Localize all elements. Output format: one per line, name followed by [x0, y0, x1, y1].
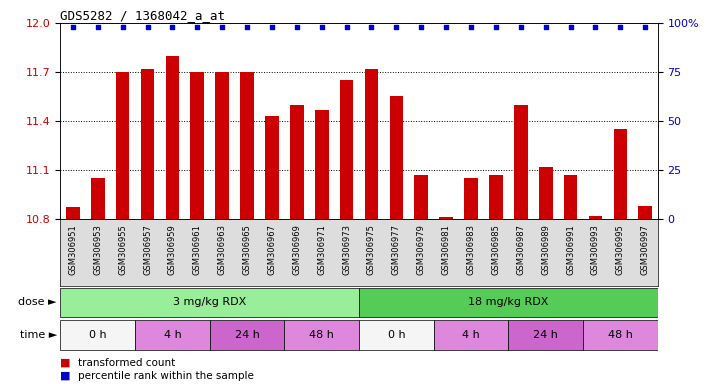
Point [67, 24, 78, 30]
Text: 24 h: 24 h [235, 330, 260, 340]
Text: 4 h: 4 h [164, 330, 181, 340]
Bar [191, 72, 204, 219]
Bar [210, 320, 284, 350]
Point [266, 24, 277, 30]
Bar [116, 72, 129, 219]
Text: 18 mg/kg RDX: 18 mg/kg RDX [468, 297, 549, 308]
Bar [638, 206, 652, 219]
Text: percentile rank within the sample: percentile rank within the sample [78, 371, 254, 381]
Text: GSM306963: GSM306963 [218, 224, 227, 275]
Text: 48 h: 48 h [608, 330, 633, 340]
Bar [60, 320, 135, 350]
Bar [340, 80, 353, 219]
Bar [141, 69, 154, 219]
Text: GSM306969: GSM306969 [292, 224, 301, 275]
Bar [390, 96, 403, 219]
Text: GSM306975: GSM306975 [367, 224, 376, 275]
Text: GDS5282 / 1368042_a_at: GDS5282 / 1368042_a_at [60, 9, 225, 22]
Text: GSM306995: GSM306995 [616, 224, 625, 275]
Bar [564, 175, 577, 219]
Bar [240, 72, 254, 219]
Bar [359, 288, 658, 317]
Point [341, 24, 352, 30]
Text: 4 h: 4 h [462, 330, 480, 340]
Text: GSM306951: GSM306951 [68, 224, 77, 275]
Text: GSM306973: GSM306973 [342, 224, 351, 275]
Text: transformed count: transformed count [78, 358, 176, 368]
Text: GSM306953: GSM306953 [93, 224, 102, 275]
Text: GSM306979: GSM306979 [417, 224, 426, 275]
Bar [614, 129, 627, 219]
Text: GSM306961: GSM306961 [193, 224, 202, 275]
Bar [166, 56, 179, 219]
Text: ■: ■ [60, 358, 75, 368]
Point [365, 24, 377, 30]
Bar [415, 175, 428, 219]
Bar [489, 175, 503, 219]
Text: GSM306987: GSM306987 [516, 224, 525, 275]
Point [565, 24, 576, 30]
Text: 3 mg/kg RDX: 3 mg/kg RDX [173, 297, 247, 308]
Point [216, 24, 228, 30]
Bar [464, 178, 478, 219]
Text: GSM306991: GSM306991 [566, 224, 575, 275]
Text: GSM306989: GSM306989 [541, 224, 550, 275]
Text: GSM306983: GSM306983 [466, 224, 476, 275]
Point [191, 24, 203, 30]
Text: GSM306997: GSM306997 [641, 224, 650, 275]
Bar [439, 217, 453, 219]
Bar [91, 178, 105, 219]
Text: GSM306955: GSM306955 [118, 224, 127, 275]
Text: GSM306965: GSM306965 [242, 224, 252, 275]
Point [415, 24, 427, 30]
Text: 0 h: 0 h [387, 330, 405, 340]
Point [589, 24, 601, 30]
Text: ■: ■ [60, 371, 75, 381]
Text: dose ►: dose ► [18, 297, 57, 308]
Point [515, 24, 526, 30]
Point [391, 24, 402, 30]
Point [292, 24, 303, 30]
Point [92, 24, 104, 30]
Bar [290, 105, 304, 219]
Text: 0 h: 0 h [89, 330, 107, 340]
Point [614, 24, 626, 30]
Point [639, 24, 651, 30]
Text: GSM306957: GSM306957 [143, 224, 152, 275]
Bar [359, 320, 434, 350]
Bar [514, 105, 528, 219]
Bar [60, 288, 359, 317]
Point [540, 24, 551, 30]
Text: GSM306993: GSM306993 [591, 224, 600, 275]
Bar [284, 320, 359, 350]
Text: GSM306977: GSM306977 [392, 224, 401, 275]
Point [141, 24, 154, 30]
Bar [365, 69, 378, 219]
Text: 48 h: 48 h [309, 330, 334, 340]
Point [117, 24, 128, 30]
Text: GSM306985: GSM306985 [491, 224, 501, 275]
Bar [508, 320, 583, 350]
Text: GSM306971: GSM306971 [317, 224, 326, 275]
Bar [434, 320, 508, 350]
Bar [215, 72, 229, 219]
Point [465, 24, 476, 30]
Point [316, 24, 327, 30]
Text: time ►: time ► [20, 330, 57, 340]
Text: GSM306981: GSM306981 [442, 224, 451, 275]
Bar [66, 207, 80, 219]
Text: GSM306967: GSM306967 [267, 224, 277, 275]
Point [490, 24, 501, 30]
Bar [135, 320, 210, 350]
Text: GSM306959: GSM306959 [168, 224, 177, 275]
Point [440, 24, 452, 30]
Bar [315, 109, 328, 219]
Point [241, 24, 253, 30]
Text: 24 h: 24 h [533, 330, 558, 340]
Point [166, 24, 178, 30]
Bar [589, 216, 602, 219]
Bar [539, 167, 552, 219]
Bar [265, 116, 279, 219]
Bar [583, 320, 658, 350]
